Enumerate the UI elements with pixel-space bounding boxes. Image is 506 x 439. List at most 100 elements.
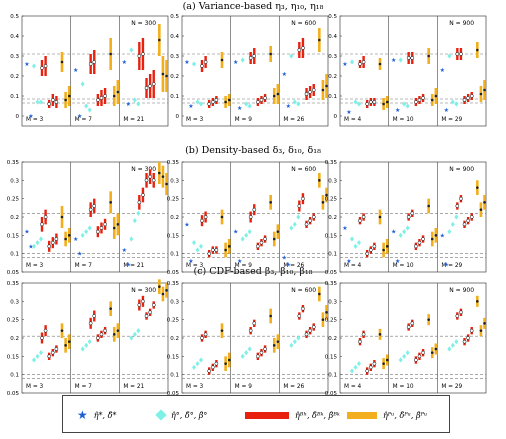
red-point xyxy=(252,207,257,212)
red-point xyxy=(308,218,312,223)
y-tick-label: 0.1 xyxy=(170,373,179,379)
group-label: M = 21 xyxy=(123,117,144,123)
red-point xyxy=(297,204,302,208)
diamond-point xyxy=(292,221,297,227)
red-point xyxy=(50,240,55,245)
group-label: M = 26 xyxy=(283,384,304,390)
chart-panel: 0.05 0.1 0.15 0.2 0.25 0.3 0.35 N = 300 M = 3 M =… xyxy=(7,279,169,395)
orange-point xyxy=(161,72,165,76)
star-point: ★ xyxy=(122,59,127,66)
red-point xyxy=(207,251,212,256)
red-point xyxy=(47,354,52,359)
star-point: ★ xyxy=(73,67,78,74)
group-label: M = 3 xyxy=(26,117,44,123)
diamond-point xyxy=(247,103,252,109)
panel-title: N = 900 xyxy=(449,20,474,27)
y-tick-label: 0.1 xyxy=(10,94,19,100)
red-point xyxy=(311,215,316,219)
red-point xyxy=(88,321,93,326)
group-label: M = 21 xyxy=(123,384,144,390)
orange-point xyxy=(64,237,67,241)
y-tick-label: 0.05 xyxy=(7,270,20,276)
y-tick-label: 0.25 xyxy=(7,318,20,324)
orange-point xyxy=(385,245,389,248)
y-tick-label: 0.2 xyxy=(170,74,179,80)
diamond-point xyxy=(296,101,301,107)
y-tick-label: 0.1 xyxy=(170,252,179,258)
orange-point xyxy=(227,245,231,248)
star-point: ★ xyxy=(77,113,82,120)
group-label: M = 26 xyxy=(283,117,304,123)
orange-point xyxy=(220,215,224,219)
diamond-point xyxy=(454,101,459,107)
star-point: ★ xyxy=(444,262,449,269)
red-point xyxy=(361,60,366,64)
red-point xyxy=(301,46,305,50)
y-tick-label: 0 xyxy=(334,114,338,120)
red-point xyxy=(88,207,93,212)
group-label: M = 9 xyxy=(235,263,253,269)
y-tick-label: 0.05 xyxy=(167,391,180,395)
red-point xyxy=(200,64,204,68)
y-tick-label: 0.1 xyxy=(10,252,19,258)
orange-point xyxy=(476,48,479,52)
diamond-point xyxy=(405,103,410,109)
orange-point xyxy=(224,248,227,252)
orange-point xyxy=(483,322,486,325)
red-point xyxy=(421,96,425,100)
orange-point xyxy=(382,102,385,106)
orange-point xyxy=(318,292,321,296)
red-point xyxy=(368,100,373,104)
y-tick-label: 0.2 xyxy=(328,215,337,221)
orange-point xyxy=(60,215,64,219)
diamond-point xyxy=(136,210,141,216)
orange-point xyxy=(318,38,321,42)
orange-point xyxy=(158,38,161,42)
y-tick-label: 0.3 xyxy=(170,54,179,60)
orange-point xyxy=(430,351,434,354)
y-tick-label: 0.4 xyxy=(170,34,179,40)
orange-point xyxy=(109,52,112,56)
red-point xyxy=(301,306,305,311)
diamond-point xyxy=(80,232,85,238)
red-point xyxy=(151,82,156,86)
diamond-point xyxy=(195,99,200,105)
orange-point xyxy=(434,94,438,98)
diamond-point xyxy=(87,339,92,345)
diamond-point xyxy=(240,57,245,63)
orange-point xyxy=(276,340,280,343)
y-tick-label: 0.35 xyxy=(325,160,338,166)
red-point xyxy=(414,358,418,362)
diamond-point xyxy=(454,339,459,345)
red-point xyxy=(455,52,460,56)
star-point: ★ xyxy=(24,61,29,68)
red-point xyxy=(47,244,52,249)
diamond-point xyxy=(32,63,36,69)
red-point xyxy=(47,102,52,106)
orange-point xyxy=(476,300,479,303)
diamond-point xyxy=(199,243,203,249)
y-tick-label: 0.2 xyxy=(328,74,337,80)
diamond-point xyxy=(447,229,452,235)
orange-point xyxy=(224,362,227,365)
red-point xyxy=(248,215,253,219)
red-point xyxy=(421,237,425,241)
diamond-point xyxy=(39,350,43,356)
red-point xyxy=(455,204,460,208)
y-tick-label: 0 xyxy=(16,114,20,120)
orange-point xyxy=(272,94,276,98)
red-point xyxy=(252,54,257,58)
orange-point xyxy=(276,230,280,233)
diamond-point xyxy=(405,225,410,231)
orange-point xyxy=(476,186,479,189)
group-label: M = 3 xyxy=(186,117,204,123)
y-tick-label: 0.35 xyxy=(167,281,180,287)
red-point xyxy=(43,64,48,68)
orange-point xyxy=(427,204,430,208)
y-tick-label: 0.3 xyxy=(170,178,179,184)
group-label: M = 10 xyxy=(393,117,414,123)
diamond-point xyxy=(447,53,452,59)
panel-frame xyxy=(21,282,169,394)
red-point xyxy=(88,62,93,66)
red-point xyxy=(151,178,156,183)
